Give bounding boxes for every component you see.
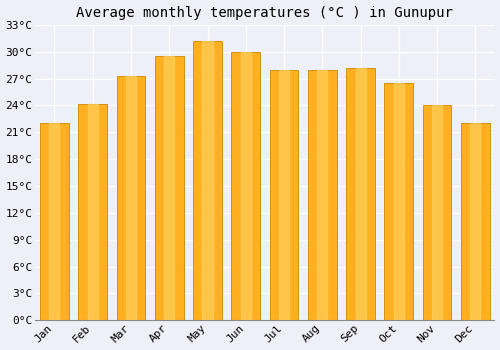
Bar [164,56,174,320]
Bar [470,123,480,320]
Bar [461,123,490,320]
Bar [240,52,251,320]
Bar [346,68,375,320]
Bar [279,70,289,320]
Bar [50,123,59,320]
Title: Average monthly temperatures (°C ) in Gunupur: Average monthly temperatures (°C ) in Gu… [76,6,454,20]
Bar [394,83,404,320]
Bar [422,105,452,320]
Bar [318,70,328,320]
Bar [155,56,184,320]
Bar [356,68,366,320]
Bar [88,104,98,320]
Bar [116,76,146,320]
Bar [232,52,260,320]
Bar [126,76,136,320]
Bar [432,105,442,320]
Bar [202,41,212,320]
Bar [270,70,298,320]
Bar [384,83,413,320]
Bar [193,41,222,320]
Bar [308,70,336,320]
Bar [78,104,107,320]
Bar [40,123,69,320]
